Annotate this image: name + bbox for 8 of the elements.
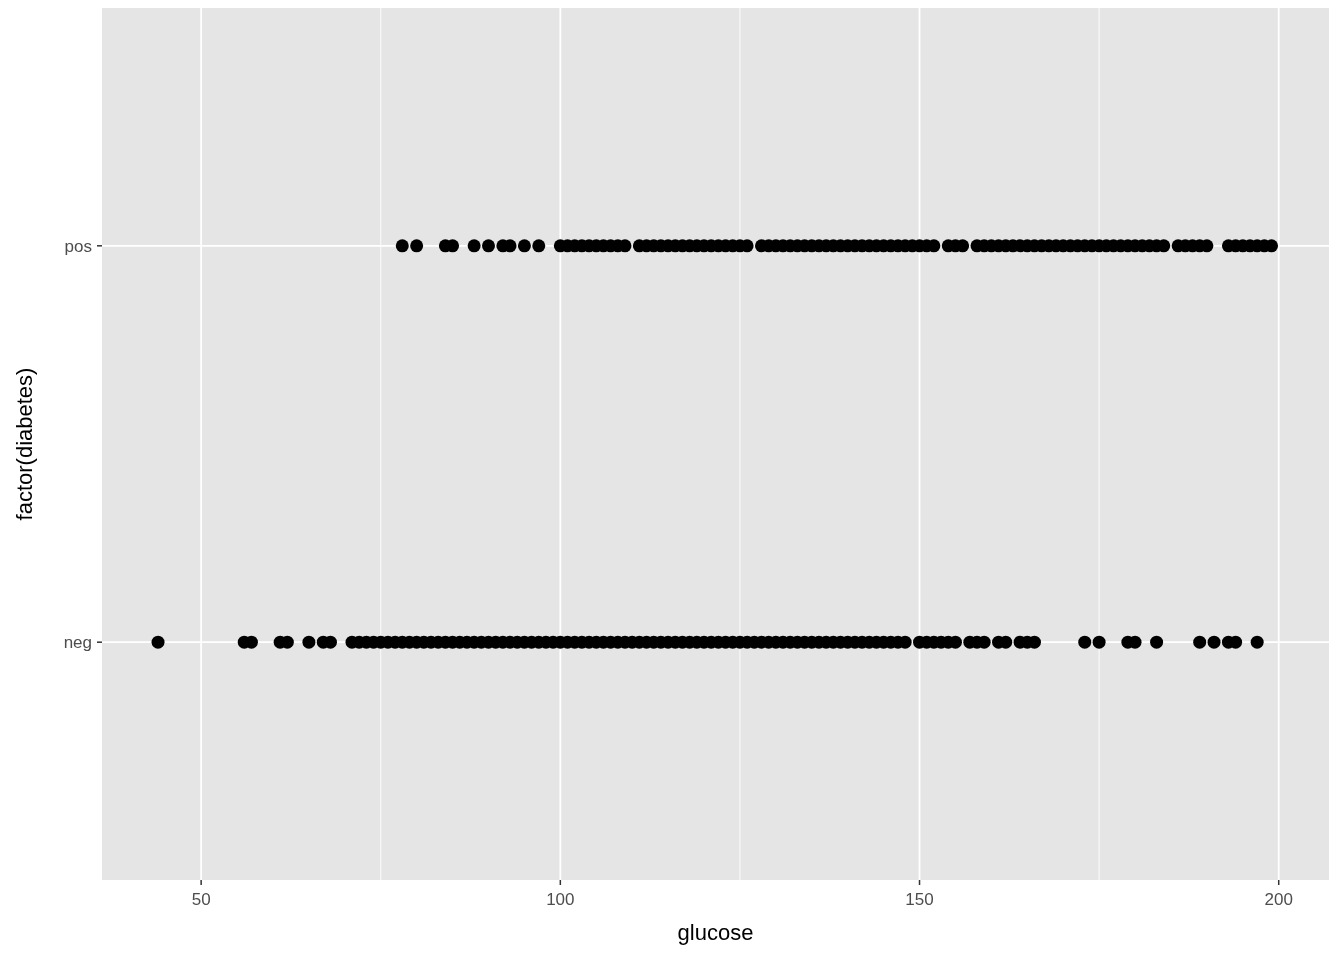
y-axis-title: factor(diabetes) [12, 367, 37, 521]
x-tick-label: 200 [1264, 890, 1293, 909]
y-tick-label: neg [63, 633, 92, 653]
x-tick-label: 150 [905, 890, 934, 909]
y-tick-label: pos [64, 236, 92, 256]
x-tick-label: 50 [191, 890, 211, 909]
x-axis-title: glucose [677, 920, 754, 945]
x-tick-label: 100 [546, 890, 575, 909]
